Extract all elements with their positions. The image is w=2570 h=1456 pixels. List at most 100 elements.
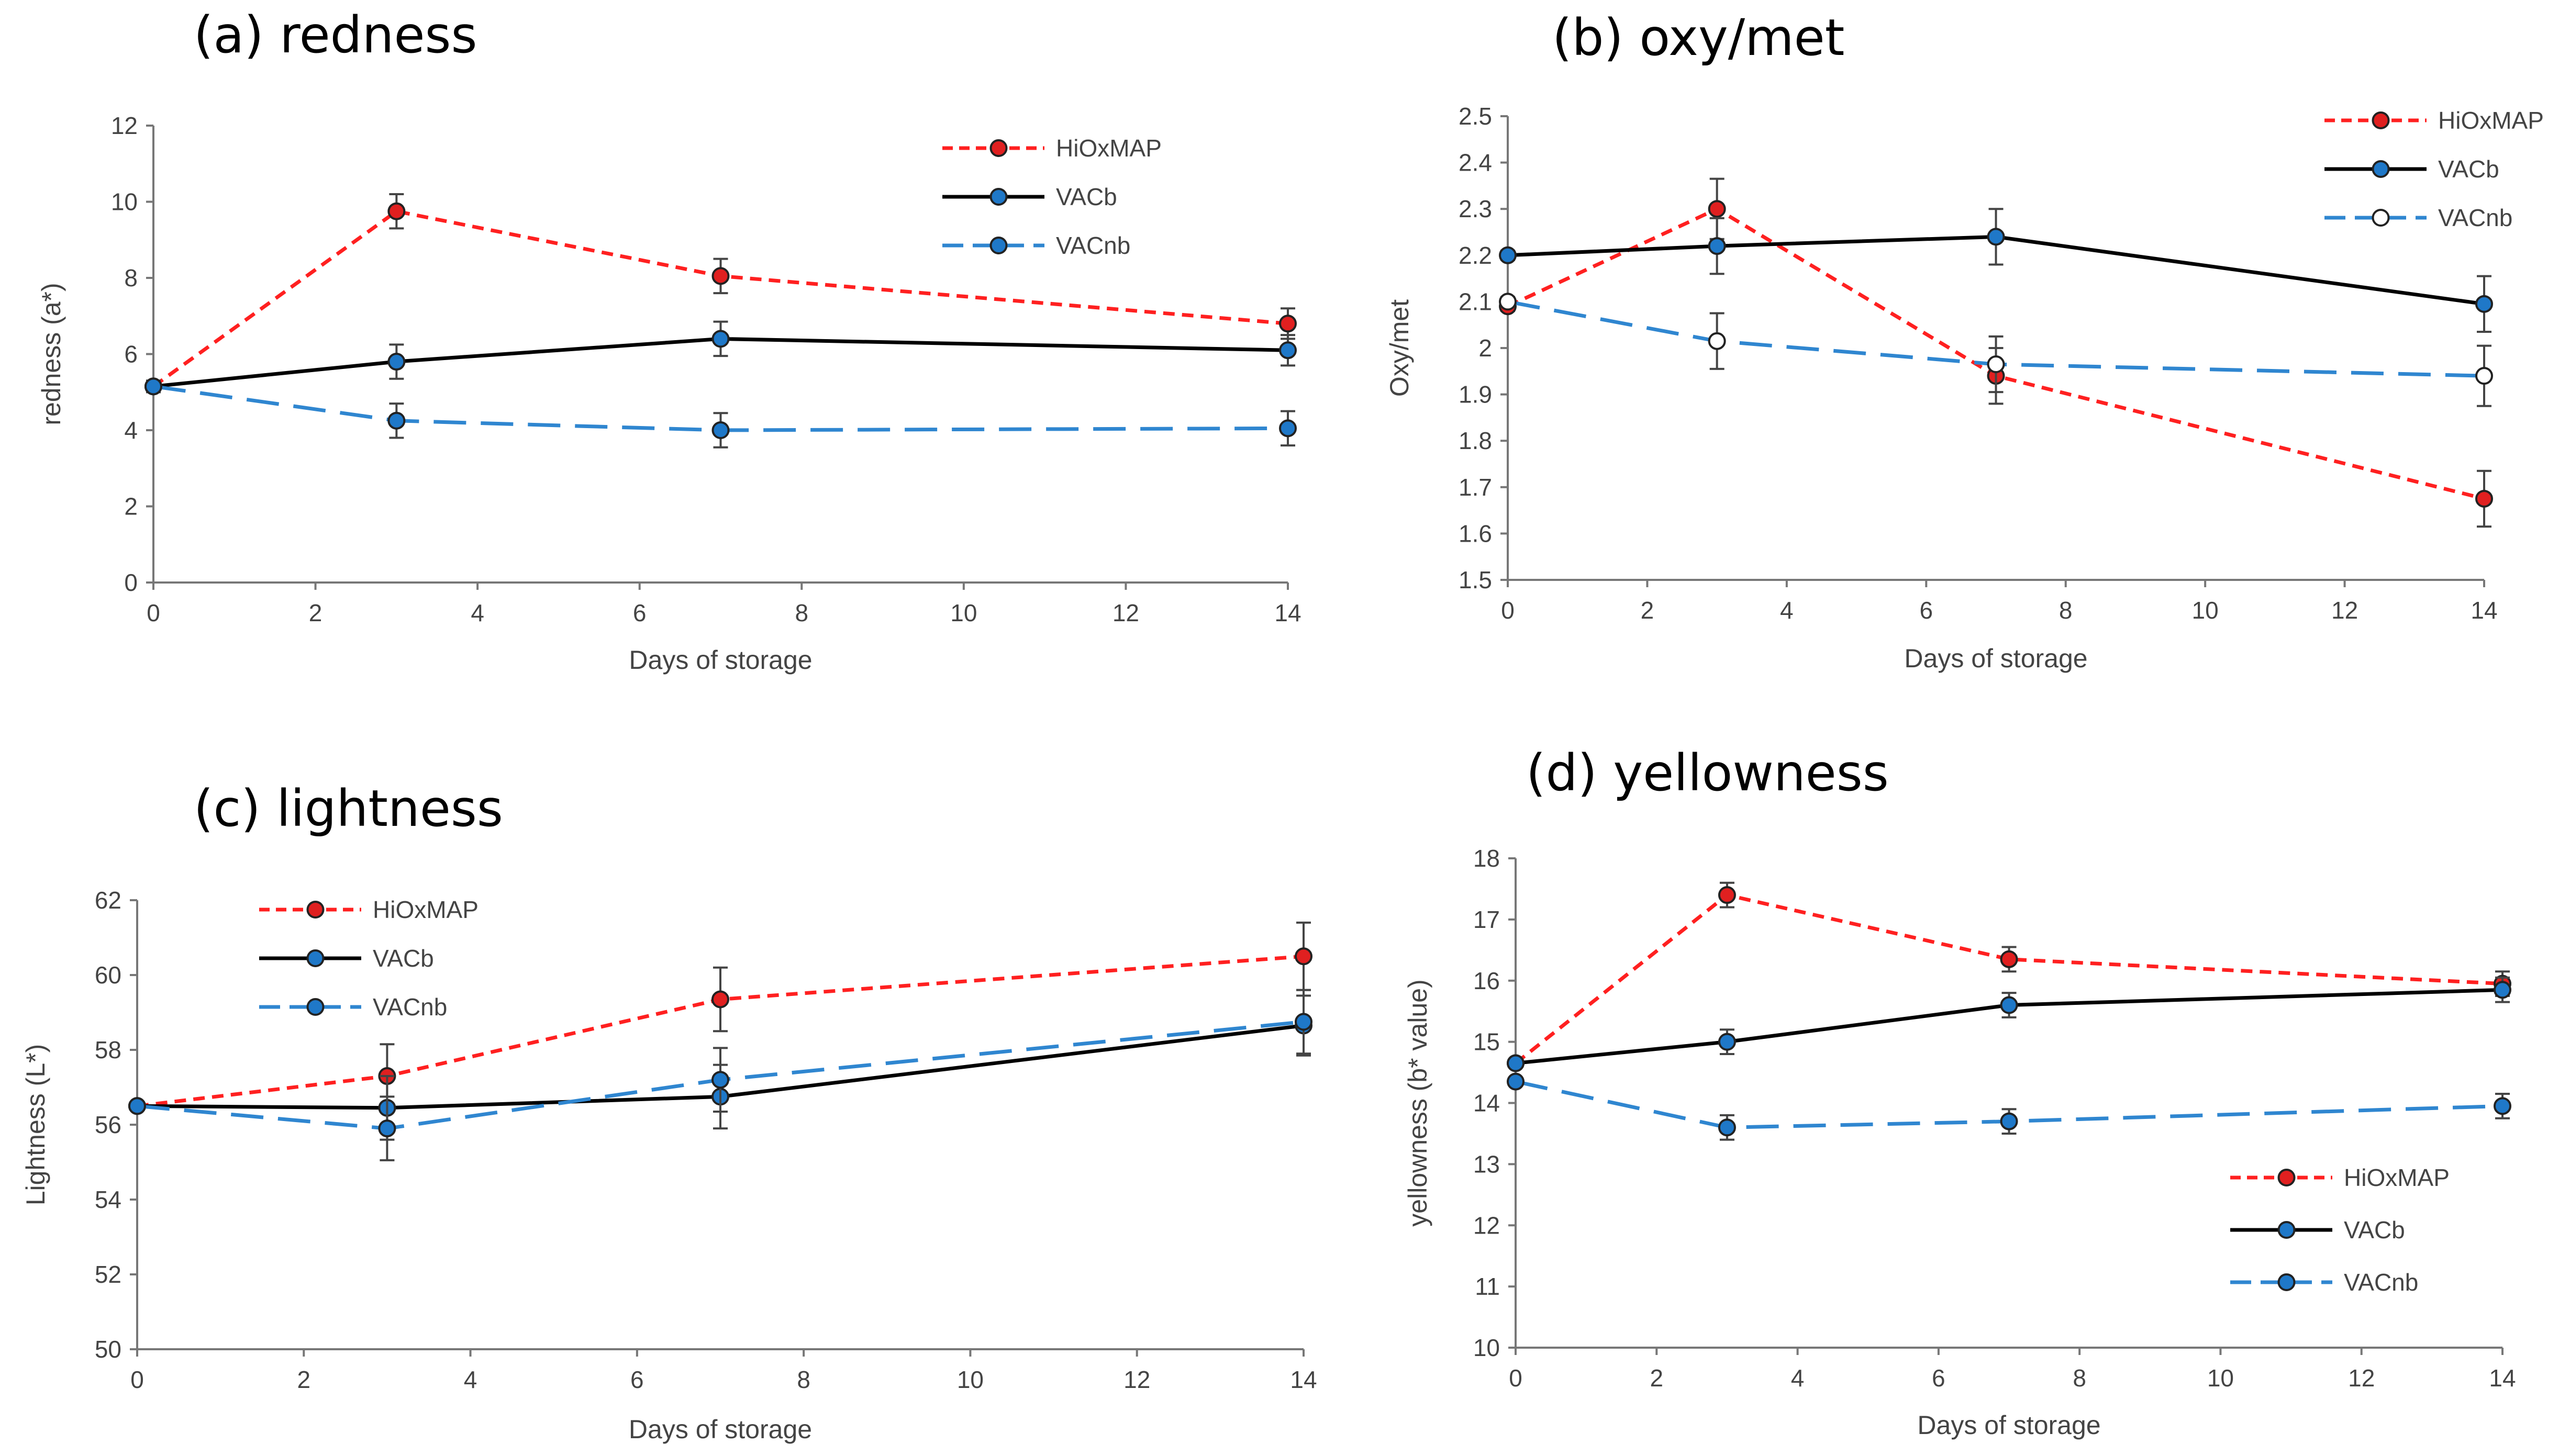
data-point	[387, 202, 406, 220]
data-point	[1507, 1072, 1525, 1091]
legend-label: VACb	[2344, 1216, 2405, 1244]
legend-label: HiOxMAP	[373, 896, 479, 923]
data-point	[1708, 332, 1726, 350]
series-VACnb	[1499, 293, 2493, 407]
data-point	[1708, 200, 1726, 218]
data-point	[387, 353, 406, 371]
series-line	[1515, 1080, 2503, 1129]
legend-label: HiOxMAP	[2438, 107, 2544, 134]
x-tick-label: 14	[1274, 599, 1301, 626]
x-axis-label: Days of storage	[1904, 644, 2087, 673]
legend-marker	[2372, 209, 2390, 227]
legend: HiOxMAP VACb VACnb	[2324, 107, 2544, 231]
chart-title: (a) redness	[194, 6, 477, 64]
y-tick-label: 52	[95, 1261, 121, 1288]
y-tick-label: 12	[1473, 1212, 1500, 1239]
x-tick-label: 12	[2331, 597, 2358, 624]
x-axis-label: Days of storage	[629, 1415, 812, 1444]
y-tick-label: 10	[111, 188, 138, 216]
data-point	[711, 1071, 729, 1089]
series-VACb	[144, 320, 1297, 396]
data-point	[711, 267, 730, 285]
chart-title: (b) oxy/met	[1552, 8, 1844, 67]
x-tick-label: 12	[1123, 1366, 1150, 1393]
y-tick-label: 2.5	[1459, 103, 1492, 130]
y-tick-label: 18	[1473, 845, 1500, 872]
legend-label: VACb	[2438, 155, 2499, 183]
series-line	[1514, 893, 2503, 1065]
y-tick-label: 2	[124, 493, 138, 520]
x-tick-label: 6	[633, 599, 647, 626]
legend-marker	[2277, 1221, 2296, 1239]
legend-marker	[306, 998, 325, 1016]
y-tick-label: 4	[124, 417, 138, 444]
x-tick-label: 12	[1112, 599, 1139, 626]
series-line	[137, 1024, 1304, 1110]
data-point	[1295, 947, 1312, 966]
data-point	[1987, 228, 2005, 246]
data-point	[711, 421, 730, 439]
data-point	[1279, 341, 1297, 360]
x-axis-label: Days of storage	[629, 645, 812, 675]
x-tick-label: 8	[795, 599, 808, 626]
legend-label: HiOxMAP	[2344, 1164, 2450, 1191]
data-point	[2000, 996, 2018, 1014]
y-tick-label: 1.9	[1459, 381, 1492, 408]
data-point	[128, 1097, 146, 1115]
y-tick-label: 1.8	[1459, 427, 1492, 454]
x-tick-label: 8	[2059, 597, 2073, 624]
y-tick-label: 8	[124, 264, 138, 292]
y-tick-label: 12	[111, 112, 138, 139]
data-point	[378, 1119, 396, 1138]
legend-label: VACnb	[2344, 1269, 2418, 1296]
legend: HiOxMAP VACb VACnb	[2230, 1164, 2450, 1296]
x-tick-label: 10	[950, 599, 977, 626]
x-tick-label: 0	[1509, 1364, 1522, 1392]
series-line	[1515, 988, 2503, 1065]
y-axis-label: Oxy/met	[1385, 299, 1414, 397]
data-point	[711, 990, 729, 1009]
legend-marker	[989, 188, 1008, 206]
legend-label: VACnb	[1056, 232, 1130, 259]
data-point	[1499, 293, 1517, 311]
series-line	[1507, 234, 2485, 306]
y-tick-label: 13	[1473, 1150, 1500, 1178]
y-tick-label: 50	[95, 1336, 121, 1363]
data-point	[1295, 1013, 1312, 1031]
legend-marker	[989, 139, 1008, 157]
y-tick-label: 10	[1473, 1334, 1500, 1361]
x-tick-label: 6	[1932, 1364, 1945, 1392]
legend-marker	[2372, 160, 2390, 178]
x-tick-label: 2	[309, 599, 322, 626]
y-tick-label: 2	[1478, 334, 1492, 362]
legend-marker	[306, 901, 325, 919]
data-point	[1708, 237, 1726, 255]
series-HiOxMAP	[1507, 881, 2511, 1072]
data-point	[2494, 981, 2511, 999]
series-VACnb	[1507, 1072, 2511, 1141]
data-point	[387, 411, 406, 430]
x-tick-label: 0	[1501, 597, 1515, 624]
x-tick-label: 6	[1919, 597, 1933, 624]
data-point	[1279, 315, 1297, 333]
x-tick-label: 4	[471, 599, 484, 626]
chart-b: (b) oxy/met 1.5 1.6 1.7 1.8 1.9 2 2.1 2.2 2.3 2.4 2…	[1385, 8, 2544, 673]
data-point	[2000, 950, 2018, 968]
y-tick-label: 2.2	[1459, 242, 1492, 269]
y-tick-label: 2.1	[1459, 288, 1492, 315]
x-tick-label: 10	[2192, 597, 2219, 624]
chart-title: (c) lightness	[194, 779, 503, 838]
y-tick-label: 6	[124, 341, 138, 368]
x-axis-label: Days of storage	[1917, 1410, 2100, 1440]
x-tick-label: 0	[147, 599, 160, 626]
x-tick-label: 4	[464, 1366, 477, 1393]
y-tick-label: 2.4	[1459, 149, 1492, 176]
chart-a: (a) redness 0 2 4 6 8 10 12 0 2 4 6 8 10 12 14 Days of s…	[37, 6, 1301, 675]
y-tick-label: 60	[95, 961, 121, 989]
x-tick-label: 4	[1780, 597, 1794, 624]
y-tick-label: 11	[1475, 1273, 1500, 1300]
chart-d: (d) yellowness 10 11 12 13 14 15 16 17 18 0 2 4 6 8 10 1…	[1403, 744, 2516, 1440]
series-HiOxMAP	[144, 193, 1297, 396]
x-tick-label: 12	[2348, 1364, 2375, 1392]
y-tick-label: 56	[95, 1111, 121, 1138]
